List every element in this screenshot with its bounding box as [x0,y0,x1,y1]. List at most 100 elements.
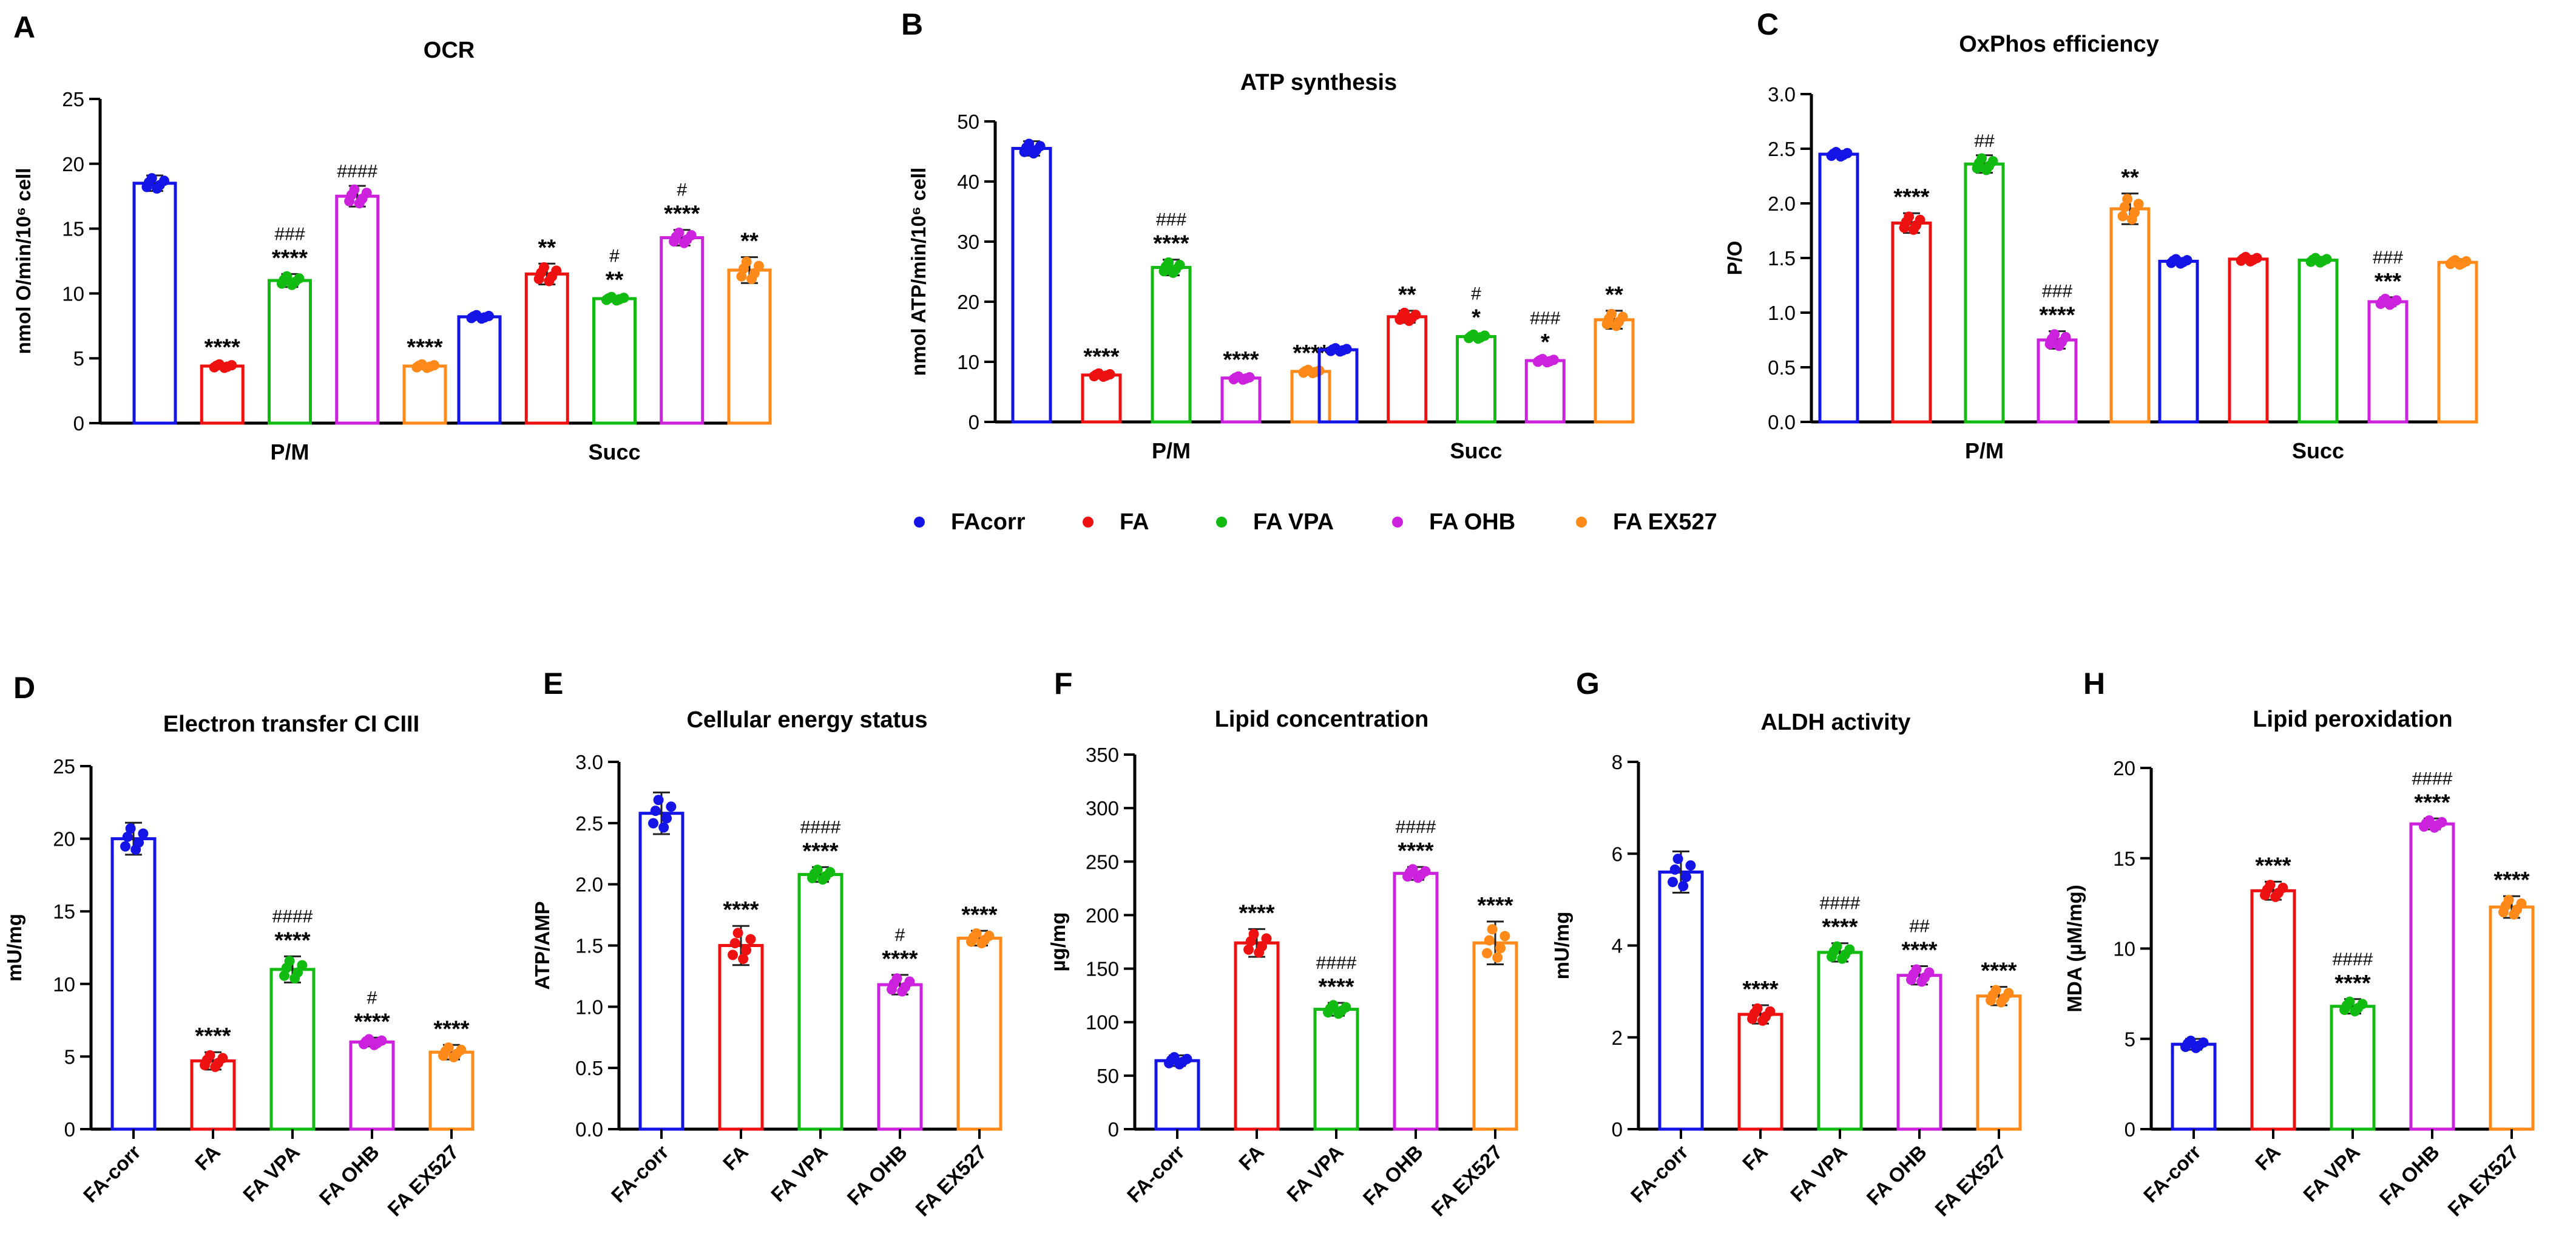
bar-fa-ex527-bar [1976,994,2022,1131]
bar-fa-ex527-bar [727,268,772,425]
bar-fa-point [219,362,230,373]
bar-fa-vpa-sig-label: **** [1153,231,1189,257]
bar-fa-vpa-point [611,295,622,306]
bar-fa-ex527-point [1495,943,1506,954]
bar-fa-vpa-sig-label: ** [606,268,624,293]
bar-fa-corr-point [120,841,131,852]
bar-fa-ex527-sig-label: **** [1981,959,2017,984]
bar-fa-point [1901,216,1912,227]
bar-fa-corr-point [653,795,664,806]
bar-fa-ohb-bar [335,194,380,425]
bar-fa-corr-point [130,844,141,855]
bar-fa-point [2245,256,2256,267]
x-category-label: FA [1234,1141,1268,1175]
panel-letter: F [1054,667,1073,701]
chart-title: Cellular energy status [686,707,927,733]
bar-fa-point [745,934,756,945]
bar-fa-point [1396,311,1407,322]
bar-fa-vpa-bar [269,968,316,1131]
bar-fa-vpa-point [1973,157,1984,168]
bar-fa-point [1915,214,1925,225]
bar-fa-ex527-point [1307,368,1318,379]
bar-fa-point [211,361,222,372]
bar-fa-sig-label: **** [1893,185,1929,210]
bar-fa-point [1757,1015,1768,1026]
y-tick-label: 2 [1612,1027,1623,1049]
x-category-label: FA VPA [1282,1141,1348,1206]
chart-title: ATP synthesis [1240,70,1397,95]
y-axis-label: nmol O/min/10⁶ cell [12,168,35,355]
bar-fa-vpa-point [2341,1000,2352,1011]
bar-fa-corr-point [125,823,136,834]
y-tick-label: 1.0 [575,996,603,1018]
bar-fa-vpa-point [1333,1008,1344,1019]
bar-fa-corr-point [661,813,672,824]
x-category-label: P/M [270,440,309,464]
bar-facorr-bar [132,182,177,425]
y-axis-label: mU/mg [1550,912,1573,980]
bar-fa-sig-label: **** [723,897,759,923]
bar-fa-ohb-hash-label: ### [2373,248,2403,268]
bar-fa-ohb-point [354,198,365,209]
y-tick-label: 0 [73,412,84,435]
y-tick-label: 20 [2113,757,2135,779]
bar-fa-ohb-bar [1393,872,1439,1131]
bar-fa-point [1404,315,1415,326]
bar-fa-ohb-point [346,189,357,200]
bar-fa-point [1765,1006,1776,1017]
bar-fa-vpa-point [817,874,828,885]
bar-fa-ohb-sig-label: *** [2375,269,2402,294]
bar-facorr-point [476,313,487,324]
bar-fa-vpa-point [1160,261,1171,272]
bar-facorr-point [152,183,163,194]
bar-fa-point [1098,371,1109,382]
bar-fa-ohb-point [2060,331,2071,342]
chart-title: ALDH activity [1760,710,1910,735]
x-category-label: FA [2251,1141,2285,1175]
bar-fa-ex527-point [1487,924,1498,935]
bar-fa-vpa-bar [268,279,312,425]
bar-fa-corr-point [1672,854,1683,864]
bar-fa-point [728,949,739,960]
y-axis-label: nmol ATP/min/10⁶ cell [907,168,930,376]
bar-fa-corr-point [666,801,677,812]
bar-facorr-point [2175,258,2186,269]
bar-fa-ohb-point [678,237,689,248]
bar-fa-corr-point [1182,1053,1192,1064]
bar-fa-ex527-point [1603,313,1614,324]
bar-fa-point [732,928,743,939]
bar-fa-point [741,945,752,956]
bar-facorr-point [1028,148,1039,159]
x-category-label: FA-corr [1123,1141,1189,1207]
bar-fa-ex527-sig-label: ** [1605,282,1623,308]
bar-fa-vpa-bar [1817,951,1863,1131]
bar-fa-sig-label: **** [2255,853,2291,878]
chart-title: Lipid concentration [1215,707,1429,732]
x-category-label: FA OHB [1862,1141,1930,1209]
bar-fa-sig-label: ** [538,235,556,260]
panel-letter: G [1576,667,1600,701]
bar-facorr-point [1334,346,1345,357]
bar-fa-point [1749,1008,1760,1019]
bar-fa-ohb-sig-label: **** [2039,303,2075,328]
bar-fa-bar [2228,257,2269,424]
bar-fa-ohb-point [897,986,908,997]
y-tick-label: 2.0 [575,874,603,896]
bar-fa-ohb-point [904,976,915,987]
bar-fa-ex527-point [1996,997,2007,1008]
bar-fa-ohb-point [2436,817,2447,827]
bar-fa-vpa-point [279,274,289,285]
bar-fa-corr-point [1685,860,1696,871]
bar-fa-vpa-point [286,279,297,290]
bar-fa-ohb-bar [2409,822,2455,1131]
x-category-label: FA [718,1141,752,1175]
bar-facorr-point [1835,151,1846,162]
bar-fa-ohb-point [686,229,697,240]
panel-letter: E [543,667,563,701]
bar-fa-ex527-point [1987,990,1998,1000]
bar-fa-ohb-bar [1896,974,1942,1131]
bar-fa-ex527-point [968,932,979,943]
bar-fa-point [2262,885,2273,895]
bar-fa-corr-bar [2171,1042,2217,1131]
x-category-label: FA OHB [2375,1141,2443,1209]
